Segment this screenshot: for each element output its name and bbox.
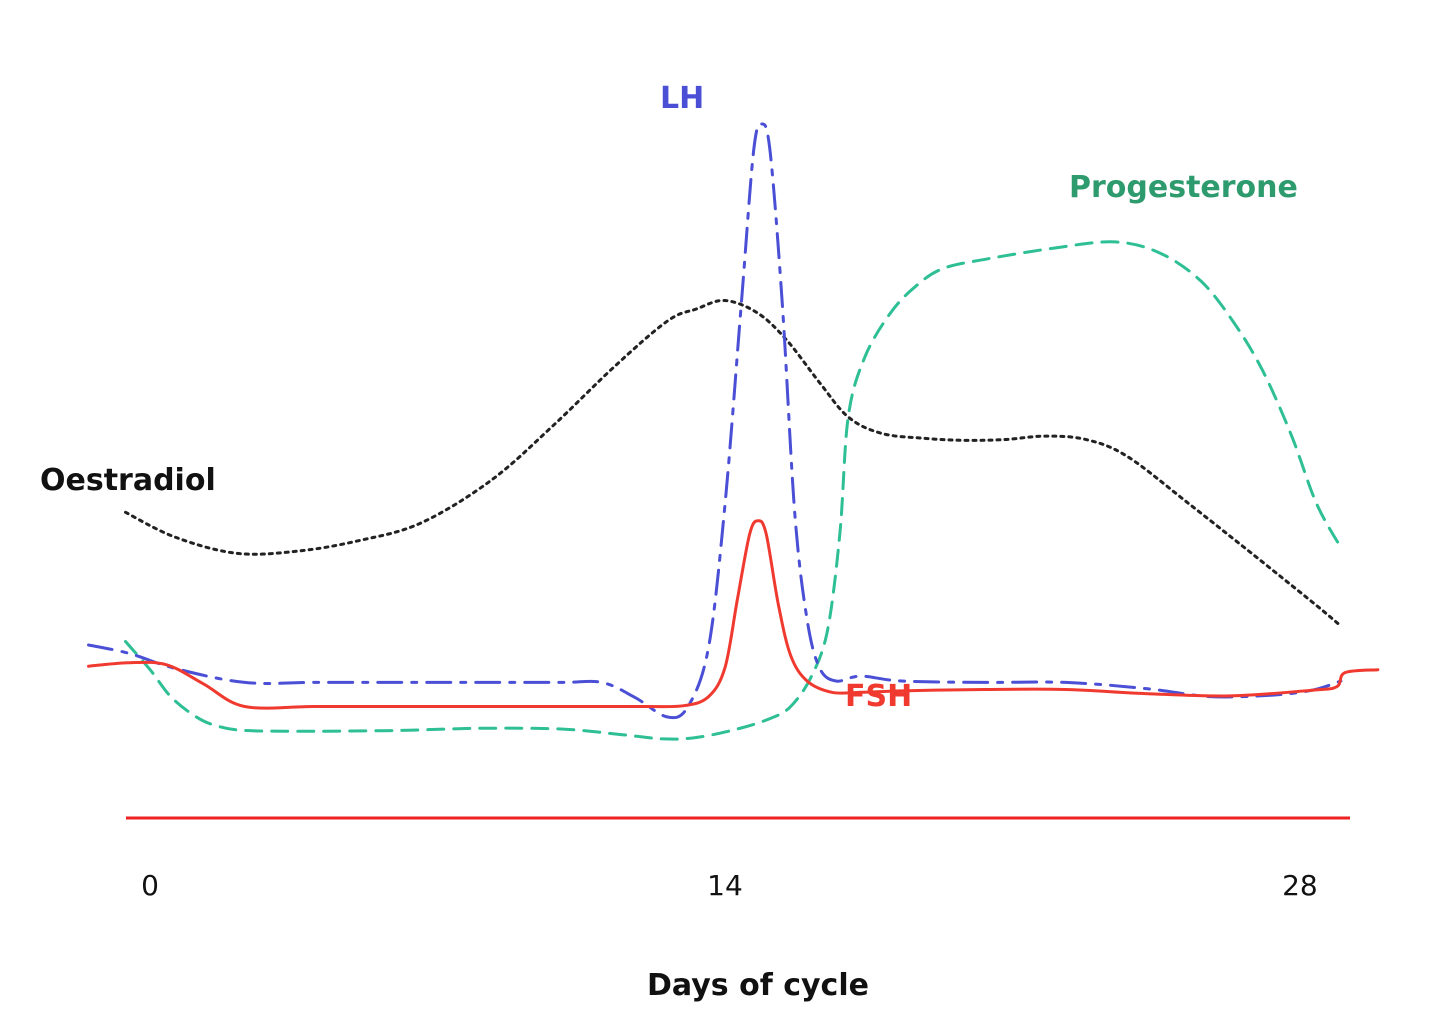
progesterone-label: Progesterone [1069,170,1298,205]
oestradiol-label: Oestradiol [40,463,216,498]
lh-line [87,122,1343,720]
fsh-line [87,519,1380,710]
x-tick-label: 0 [141,869,159,902]
progesterone-line [124,240,1343,741]
fsh-label: FSH [845,679,912,714]
plot-lines [87,122,1380,741]
x-axis-title: Days of cycle [647,968,869,1003]
x-tick-label: 28 [1282,869,1318,902]
x-tick-labels: 0 14 28 [141,869,1318,902]
lh-label: LH [660,81,704,116]
series-labels: Oestradiol LH Progesterone FSH [40,81,1298,714]
oestradiol-line [124,298,1343,628]
x-tick-label: 14 [707,869,743,902]
